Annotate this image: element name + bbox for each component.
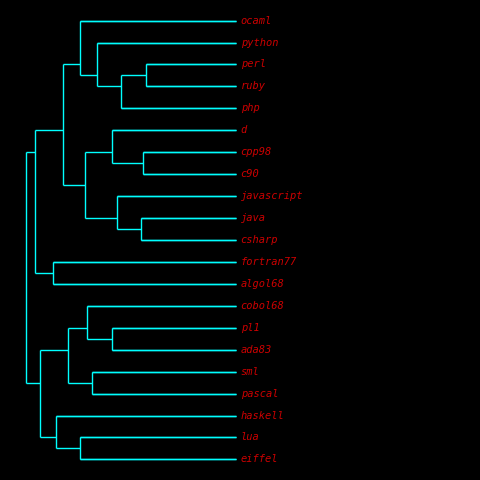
Text: algol68: algol68 — [240, 279, 284, 289]
Text: lua: lua — [240, 432, 259, 443]
Text: java: java — [240, 213, 265, 223]
Text: eiffel: eiffel — [240, 455, 278, 465]
Text: pascal: pascal — [240, 389, 278, 398]
Text: fortran77: fortran77 — [240, 257, 297, 267]
Text: ada83: ada83 — [240, 345, 272, 355]
Text: haskell: haskell — [240, 410, 284, 420]
Text: pl1: pl1 — [240, 323, 259, 333]
Text: javascript: javascript — [240, 191, 303, 201]
Text: d: d — [240, 125, 247, 135]
Text: sml: sml — [240, 367, 259, 377]
Text: c90: c90 — [240, 169, 259, 179]
Text: cpp98: cpp98 — [240, 147, 272, 157]
Text: ruby: ruby — [240, 82, 265, 91]
Text: python: python — [240, 37, 278, 48]
Text: ocaml: ocaml — [240, 15, 272, 25]
Text: perl: perl — [240, 60, 265, 70]
Text: php: php — [240, 103, 259, 113]
Text: csharp: csharp — [240, 235, 278, 245]
Text: cobol68: cobol68 — [240, 301, 284, 311]
